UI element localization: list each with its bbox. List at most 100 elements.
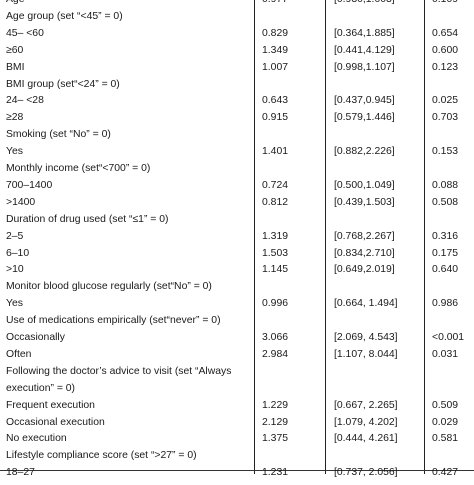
table-row: execution” = 0) bbox=[0, 382, 474, 401]
confidence-interval-cell: [0.437,0.945] bbox=[334, 95, 395, 107]
row-label: 2–5 bbox=[6, 230, 24, 242]
row-label: Age group (set “<45” = 0) bbox=[6, 10, 123, 22]
confidence-interval-cell: [0.664, 1.494] bbox=[334, 298, 398, 310]
confidence-interval-cell: [0.439,1.503] bbox=[334, 196, 395, 208]
table-row: Duration of drug used (set “≤1” = 0) bbox=[0, 213, 474, 232]
p-value-cell: 0.508 bbox=[432, 196, 459, 208]
p-value-cell: 0.109 bbox=[432, 0, 458, 5]
table-row: Monthly income (set“<700” = 0) bbox=[0, 163, 474, 181]
odds-ratio-cell: 0.812 bbox=[262, 196, 289, 208]
table-row: 6–10 1.503 [0.834,2.710] 0.175 bbox=[0, 247, 474, 266]
table-row: ≥60 1.349 [0.441,4.129] 0.600 bbox=[0, 44, 474, 63]
row-label: Age bbox=[6, 0, 25, 5]
table-row: Monitor blood glucose regularly (set“No”… bbox=[0, 281, 474, 299]
table-row: Yes 0.996 [0.664, 1.494] 0.986 bbox=[0, 298, 474, 316]
p-value-cell: 0.025 bbox=[432, 95, 459, 107]
odds-ratio-cell: 1.231 bbox=[262, 467, 289, 479]
p-value-cell: 0.088 bbox=[432, 179, 459, 191]
row-label: Monthly income (set“<700” = 0) bbox=[6, 163, 151, 174]
column-divider-p bbox=[424, 0, 425, 474]
table-row: >10 1.145 [0.649,2.019] 0.640 bbox=[0, 264, 474, 282]
table-row: No execution 1.375 [0.444, 4.261] 0.581 bbox=[0, 433, 474, 451]
confidence-interval-cell: [0.500,1.049] bbox=[334, 179, 395, 191]
p-value-cell: 0.175 bbox=[432, 247, 459, 259]
table-row: >1400 0.812 [0.439,1.503] 0.508 bbox=[0, 196, 474, 215]
odds-ratio-cell: 0.724 bbox=[262, 179, 289, 191]
odds-ratio-cell: 0.977 bbox=[262, 0, 288, 5]
confidence-interval-cell: [0.649,2.019] bbox=[334, 264, 395, 276]
p-value-cell: 0.600 bbox=[432, 44, 459, 56]
table-row: Smoking (set “No” = 0) bbox=[0, 129, 474, 147]
p-value-cell: <0.001 bbox=[432, 332, 465, 343]
table-row: Age 0.977 [0.930,1.003] 0.109 bbox=[0, 0, 474, 12]
odds-ratio-cell: 0.829 bbox=[262, 27, 289, 39]
table-row: Often 2.984 [1.107, 8.044] 0.031 bbox=[0, 348, 474, 367]
row-label: 6–10 bbox=[6, 247, 30, 259]
p-value-cell: 0.316 bbox=[432, 230, 459, 242]
odds-ratio-cell: 3.066 bbox=[262, 332, 289, 343]
p-value-cell: 0.640 bbox=[432, 264, 459, 276]
row-label: Yes bbox=[6, 146, 23, 158]
p-value-cell: 0.581 bbox=[432, 433, 459, 445]
table-row: 18–27 1.231 [0.737, 2.056] 0.427 bbox=[0, 467, 474, 485]
table-row: Use of medications empirically (set“neve… bbox=[0, 315, 474, 333]
table-row: 2–5 1.319 [0.768,2.267] 0.316 bbox=[0, 230, 474, 249]
odds-ratio-cell: 1.503 bbox=[262, 247, 289, 259]
confidence-interval-cell: [0.737, 2.056] bbox=[334, 467, 398, 479]
confidence-interval-cell: [0.768,2.267] bbox=[334, 230, 395, 242]
row-label: Occasional execution bbox=[6, 416, 105, 428]
row-label: Occasionally bbox=[6, 332, 65, 343]
row-label: execution” = 0) bbox=[6, 382, 76, 394]
odds-ratio-cell: 0.915 bbox=[262, 112, 289, 124]
odds-ratio-cell: 1.319 bbox=[262, 230, 289, 242]
row-label: 45– <60 bbox=[6, 27, 44, 39]
table-row: Frequent execution 1.229 [0.667, 2.265] 0.5… bbox=[0, 399, 474, 418]
p-value-cell: 0.986 bbox=[432, 298, 459, 310]
odds-ratio-cell: 2.984 bbox=[262, 348, 289, 360]
table-row: Following the doctor’s advice to visit (… bbox=[0, 365, 474, 384]
table-row: ≥28 0.915 [0.579,1.446] 0.703 bbox=[0, 112, 474, 130]
confidence-interval-cell: [0.998,1.107] bbox=[334, 61, 395, 73]
row-label: Use of medications empirically (set“neve… bbox=[6, 315, 221, 327]
table-row: 700–1400 0.724 [0.500,1.049] 0.088 bbox=[0, 179, 474, 198]
row-label: Duration of drug used (set “≤1” = 0) bbox=[6, 213, 169, 225]
bottom-border bbox=[0, 470, 474, 471]
odds-ratio-cell: 0.643 bbox=[262, 95, 289, 107]
odds-ratio-cell: 1.007 bbox=[262, 61, 289, 73]
table-row: Age group (set “<45” = 0) bbox=[0, 10, 474, 29]
row-label: Lifestyle compliance score (set “>27” = … bbox=[6, 450, 197, 462]
table-row: 24– <28 0.643 [0.437,0.945] 0.025 bbox=[0, 95, 474, 113]
row-label: 18–27 bbox=[6, 467, 35, 479]
table-row: BMI 1.007 [0.998,1.107] 0.123 bbox=[0, 61, 474, 80]
row-label: Monitor blood glucose regularly (set“No”… bbox=[6, 281, 212, 293]
row-label: 700–1400 bbox=[6, 179, 53, 191]
table-row: Lifestyle compliance score (set “>27” = … bbox=[0, 450, 474, 468]
table-row: Yes 1.401 [0.882,2.226] 0.153 bbox=[0, 146, 474, 164]
row-label: Yes bbox=[6, 298, 23, 310]
confidence-interval-cell: [0.882,2.226] bbox=[334, 146, 395, 158]
confidence-interval-cell: [2.069, 4.543] bbox=[334, 332, 398, 343]
confidence-interval-cell: [0.834,2.710] bbox=[334, 247, 395, 259]
odds-ratio-cell: 1.375 bbox=[262, 433, 289, 445]
odds-ratio-cell: 1.401 bbox=[262, 146, 289, 158]
p-value-cell: 0.509 bbox=[432, 399, 459, 411]
table-row: 45– <60 0.829 [0.364,1.885] 0.654 bbox=[0, 27, 474, 46]
confidence-interval-cell: [1.079, 4.202] bbox=[334, 416, 398, 428]
table-row: Occasionally 3.066 [2.069, 4.543] <0.001 bbox=[0, 332, 474, 350]
row-label: ≥60 bbox=[6, 44, 24, 56]
row-label: ≥28 bbox=[6, 112, 24, 124]
confidence-interval-cell: [0.444, 4.261] bbox=[334, 433, 398, 445]
row-label: 24– <28 bbox=[6, 95, 44, 107]
p-value-cell: 0.654 bbox=[432, 27, 459, 39]
table-row: Occasional execution 2.129 [1.079, 4.202] 0… bbox=[0, 416, 474, 435]
odds-ratio-cell: 1.145 bbox=[262, 264, 289, 276]
p-value-cell: 0.123 bbox=[432, 61, 459, 73]
column-divider-or bbox=[254, 0, 255, 474]
confidence-interval-cell: [0.579,1.446] bbox=[334, 112, 395, 124]
row-label: Following the doctor’s advice to visit (… bbox=[6, 365, 232, 377]
column-divider-ci bbox=[325, 0, 326, 474]
row-label: Frequent execution bbox=[6, 399, 95, 411]
row-label: >10 bbox=[6, 264, 24, 276]
row-label: BMI bbox=[6, 61, 25, 73]
